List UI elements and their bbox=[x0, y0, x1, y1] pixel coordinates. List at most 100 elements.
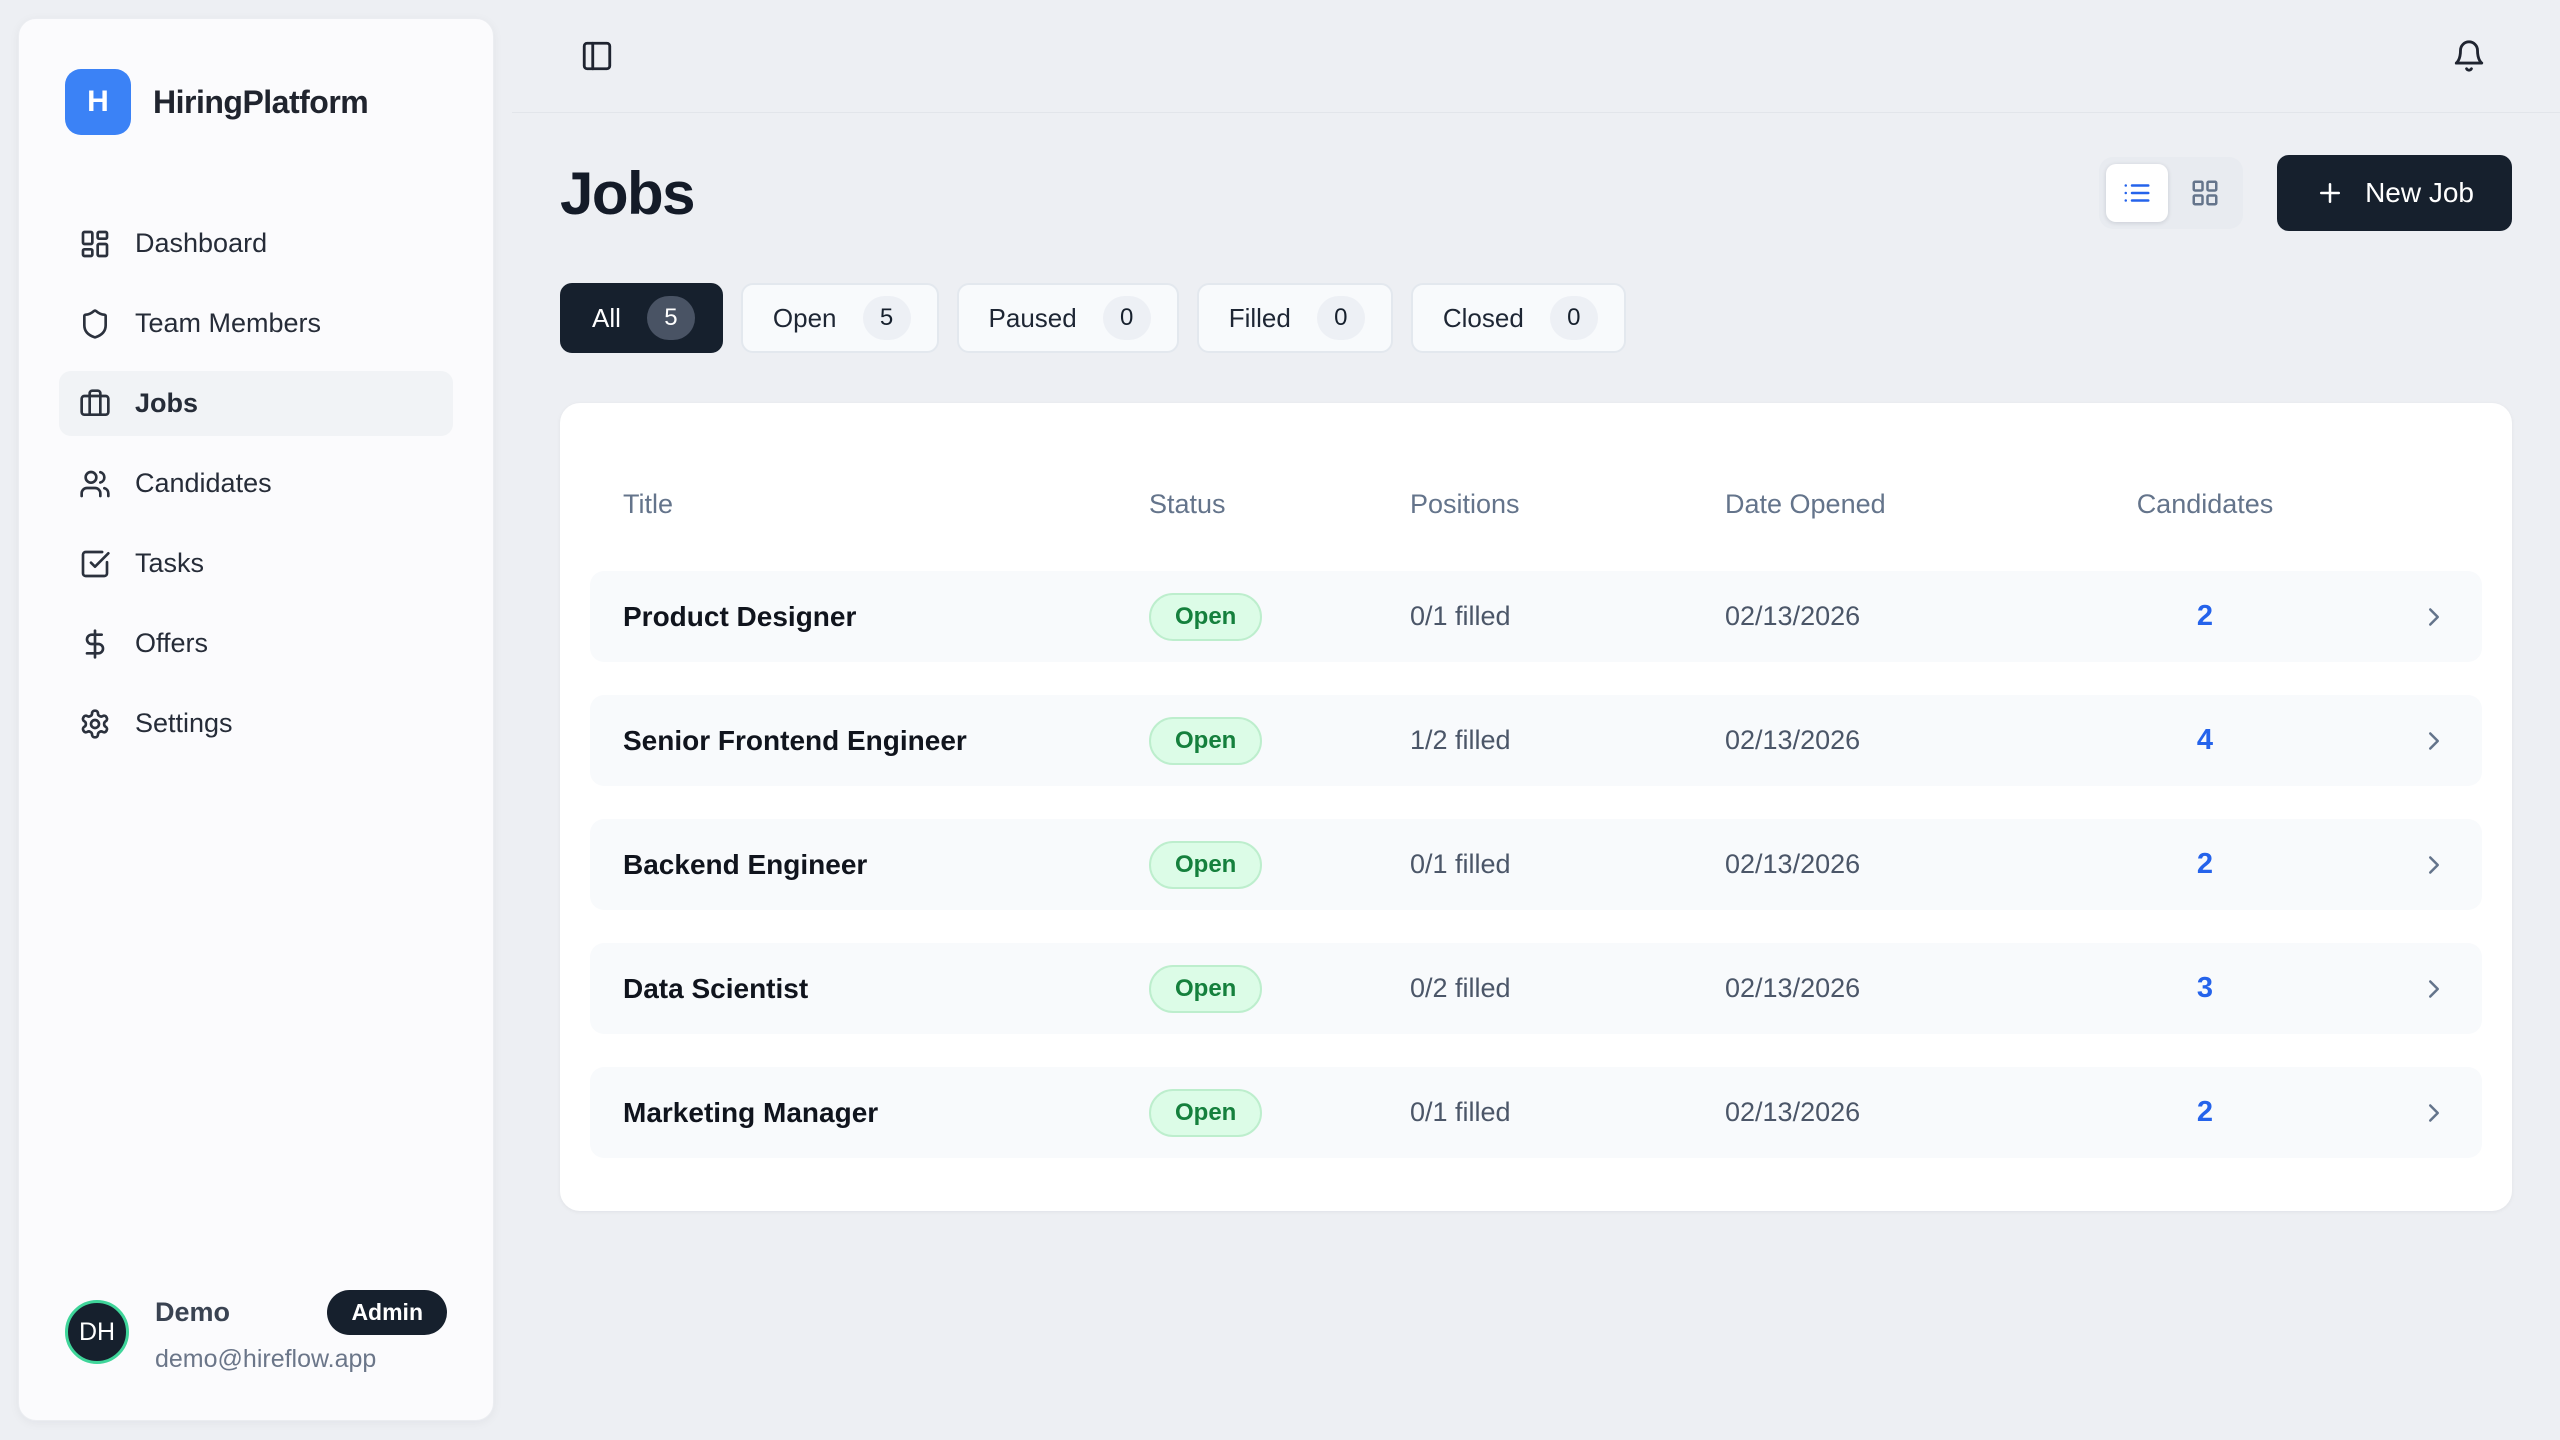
topbar bbox=[512, 0, 2560, 113]
nav-item-label: Tasks bbox=[135, 548, 205, 578]
filter-tab-label: Open bbox=[772, 302, 837, 333]
job-positions: 0/2 filled bbox=[1410, 973, 1511, 1003]
sidebar-nav-item[interactable]: Team Members bbox=[59, 291, 453, 356]
row-chevron bbox=[2285, 1098, 2449, 1128]
sidebar-nav-item[interactable]: Jobs bbox=[59, 371, 453, 436]
table-body: Product Designer Open 0/1 filled 02/13/2… bbox=[590, 571, 2482, 1158]
filter-tab[interactable]: Paused 0 bbox=[956, 283, 1179, 353]
job-date-opened: 02/13/2026 bbox=[1725, 849, 1861, 879]
new-job-label: New Job bbox=[2365, 177, 2474, 208]
table-header-row: Title Status Positions Date Opened Candi… bbox=[590, 469, 2482, 539]
sidebar-nav: Dashboard Team Members Jobs Candidates T… bbox=[19, 211, 493, 756]
job-title: Backend Engineer bbox=[623, 848, 868, 880]
grid-view-button[interactable] bbox=[2174, 164, 2236, 222]
job-date-opened: 02/13/2026 bbox=[1725, 973, 1861, 1003]
job-row[interactable]: Marketing Manager Open 0/1 filled 02/13/… bbox=[590, 1067, 2482, 1158]
chevron-right-icon bbox=[2419, 602, 2449, 632]
job-row[interactable]: Product Designer Open 0/1 filled 02/13/2… bbox=[590, 571, 2482, 662]
filter-tab[interactable]: Open 5 bbox=[740, 283, 939, 353]
status-badge: Open bbox=[1149, 964, 1263, 1013]
sidebar: H HiringPlatform Dashboard Team Members … bbox=[18, 18, 494, 1421]
header-actions: New Job bbox=[2099, 155, 2512, 231]
page-header: Jobs New Job bbox=[560, 155, 2512, 231]
job-positions: 1/2 filled bbox=[1410, 725, 1511, 755]
nav-item-label: Candidates bbox=[135, 468, 272, 498]
status-badge: Open bbox=[1149, 840, 1263, 889]
nav-item-label: Offers bbox=[135, 628, 209, 658]
filter-tab[interactable]: Filled 0 bbox=[1196, 283, 1393, 353]
job-candidates-link[interactable]: 2 bbox=[2196, 600, 2214, 632]
role-badge: Admin bbox=[327, 1290, 447, 1335]
job-date-opened: 02/13/2026 bbox=[1725, 601, 1861, 631]
sidebar-nav-item[interactable]: Candidates bbox=[59, 451, 453, 516]
row-chevron bbox=[2285, 974, 2449, 1004]
job-candidates-link[interactable]: 2 bbox=[2196, 848, 2214, 880]
nav-item-label: Settings bbox=[135, 708, 233, 738]
filter-tab-label: Closed bbox=[1442, 302, 1524, 333]
sidebar-toggle-button[interactable] bbox=[576, 35, 618, 77]
brand-name: HiringPlatform bbox=[153, 83, 369, 120]
main-content: Jobs New Job All 5 Open bbox=[560, 113, 2512, 1211]
chevron-right-icon bbox=[2419, 850, 2449, 880]
user-info: Demo Admin demo@hireflow.app bbox=[155, 1290, 447, 1374]
job-row[interactable]: Backend Engineer Open 0/1 filled 02/13/2… bbox=[590, 819, 2482, 910]
jobs-table: Title Status Positions Date Opened Candi… bbox=[560, 403, 2512, 1211]
column-header-status: Status bbox=[1149, 488, 1226, 519]
sidebar-nav-item[interactable]: Offers bbox=[59, 611, 453, 676]
job-candidates-link[interactable]: 2 bbox=[2196, 1096, 2214, 1128]
nav-item-icon bbox=[79, 228, 111, 260]
list-view-button[interactable] bbox=[2106, 164, 2169, 222]
status-badge: Open bbox=[1149, 592, 1263, 641]
sidebar-nav-item[interactable]: Dashboard bbox=[59, 211, 453, 276]
row-chevron bbox=[2285, 850, 2449, 880]
row-chevron bbox=[2285, 726, 2449, 756]
brand-logo-initial: H bbox=[87, 85, 109, 118]
nav-item-icon bbox=[79, 308, 111, 340]
job-candidates-link[interactable]: 4 bbox=[2196, 724, 2214, 756]
filter-tab[interactable]: Closed 0 bbox=[1410, 283, 1626, 353]
job-title: Product Designer bbox=[623, 600, 857, 632]
page-title: Jobs bbox=[560, 159, 696, 227]
job-positions: 0/1 filled bbox=[1410, 849, 1511, 879]
filter-tab[interactable]: All 5 bbox=[560, 283, 723, 353]
column-header-positions: Positions bbox=[1410, 488, 1520, 519]
nav-item-icon bbox=[79, 708, 111, 740]
filter-tab-count: 5 bbox=[862, 296, 911, 340]
sidebar-nav-item[interactable]: Settings bbox=[59, 691, 453, 756]
new-job-button[interactable]: New Job bbox=[2277, 155, 2512, 231]
job-date-opened: 02/13/2026 bbox=[1725, 725, 1861, 755]
filter-tab-count: 0 bbox=[1316, 296, 1365, 340]
filter-tab-count: 0 bbox=[1102, 296, 1151, 340]
chevron-right-icon bbox=[2419, 974, 2449, 1004]
nav-item-icon bbox=[79, 388, 111, 420]
chevron-right-icon bbox=[2419, 726, 2449, 756]
column-header-title: Title bbox=[623, 488, 674, 519]
brand: H HiringPlatform bbox=[19, 19, 493, 135]
job-title: Marketing Manager bbox=[623, 1096, 879, 1128]
list-icon bbox=[2122, 178, 2152, 208]
job-date-opened: 02/13/2026 bbox=[1725, 1097, 1861, 1127]
bell-icon bbox=[2452, 39, 2486, 73]
user-email: demo@hireflow.app bbox=[155, 1345, 377, 1373]
nav-item-label: Team Members bbox=[135, 308, 322, 338]
sidebar-nav-item[interactable]: Tasks bbox=[59, 531, 453, 596]
job-positions: 0/1 filled bbox=[1410, 601, 1511, 631]
status-badge: Open bbox=[1149, 716, 1263, 765]
row-chevron bbox=[2285, 602, 2449, 632]
notifications-button[interactable] bbox=[2448, 35, 2490, 77]
avatar-initials: DH bbox=[78, 1317, 116, 1346]
job-candidates-link[interactable]: 3 bbox=[2196, 972, 2214, 1004]
job-title: Data Scientist bbox=[623, 972, 809, 1004]
panel-left-icon bbox=[580, 39, 614, 73]
grid-icon bbox=[2190, 178, 2220, 208]
column-header-date-opened: Date Opened bbox=[1725, 488, 1886, 519]
plus-icon bbox=[2315, 178, 2345, 208]
column-header-candidates: Candidates bbox=[2136, 488, 2274, 519]
job-row[interactable]: Data Scientist Open 0/2 filled 02/13/202… bbox=[590, 943, 2482, 1034]
avatar: DH bbox=[65, 1300, 129, 1364]
job-positions: 0/1 filled bbox=[1410, 1097, 1511, 1127]
status-filter-tabs: All 5 Open 5 Paused 0 Filled 0 Closed 0 bbox=[560, 283, 2512, 353]
user-profile[interactable]: DH Demo Admin demo@hireflow.app bbox=[19, 1290, 493, 1420]
job-row[interactable]: Senior Frontend Engineer Open 1/2 filled… bbox=[590, 695, 2482, 786]
filter-tab-label: Paused bbox=[988, 302, 1077, 333]
